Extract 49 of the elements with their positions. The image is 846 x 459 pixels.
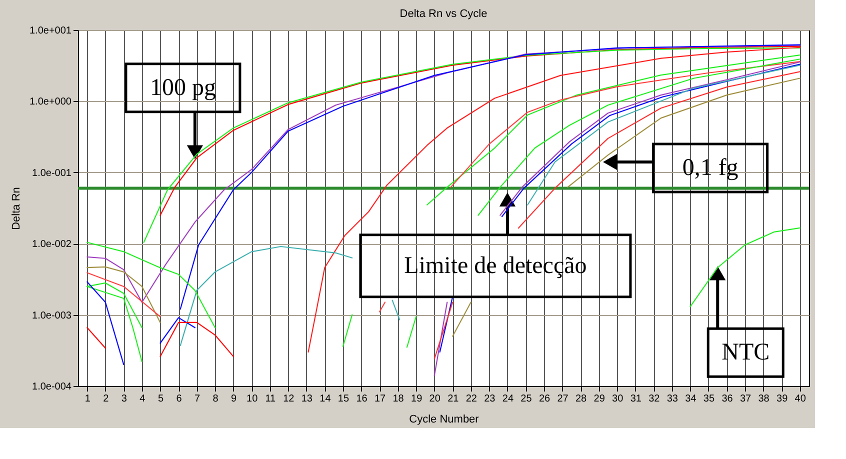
x-tick-label: 28 [576,394,588,404]
x-tick-label: 35 [703,394,715,404]
x-tick-label: 18 [392,394,404,404]
x-tick-label: 9 [231,394,238,404]
x-tick-label: 13 [301,394,313,404]
x-tick-label: 39 [776,394,788,404]
x-tick-label: 4 [140,394,146,404]
x-tick-label: 27 [557,394,569,404]
x-tick-label: 37 [740,394,752,404]
x-tick-label: 1 [84,394,91,404]
y-tick-label: 1.0e-001 [32,168,72,179]
x-tick-label: 21 [448,394,460,404]
x-tick-label: 8 [212,394,219,404]
x-tick-label: 34 [685,394,697,404]
y-tick-label: 1.0e-002 [32,239,72,250]
x-tick-label: 38 [758,394,770,404]
x-tick-label: 31 [630,394,642,404]
x-tick-label: 10 [246,394,258,404]
x-tick-label: 15 [338,394,350,404]
x-tick-label: 7 [194,394,201,404]
x-tick-label: 33 [666,394,678,404]
x-tick-label: 26 [538,394,551,404]
x-tick-label: 14 [320,394,332,404]
x-tick-label: 12 [283,394,295,404]
x-tick-label: 24 [502,394,514,404]
x-tick-label: 19 [411,394,423,404]
x-tick-label: 29 [594,394,606,404]
y-tick-label: 1.0e+000 [30,96,72,108]
x-axis-title: Cycle Number [409,414,480,426]
x-tick-label: 40 [794,394,806,404]
x-tick-label: 2 [103,394,110,404]
x-tick-label: 25 [520,394,532,404]
x-tick-label: 5 [158,394,164,404]
x-tick-label: 30 [612,394,624,404]
y-tick-label: 1.0e+001 [30,26,72,36]
y-tick-label: 1.0e-003 [32,310,72,322]
x-tick-label: 17 [374,394,386,404]
x-tick-label: 20 [429,394,441,404]
chart-title: Delta Rn vs Cycle [400,8,488,20]
y-tick-label: 1.0e-004 [32,382,72,392]
x-tick-label: 36 [722,394,734,404]
x-tick-label: 6 [176,394,182,404]
x-tick-label: 16 [356,394,368,404]
y-axis-title: Delta Rn [10,187,23,230]
x-tick-label: 23 [484,394,496,404]
x-tick-label: 32 [648,394,660,404]
x-tick-label: 3 [121,394,128,404]
x-tick-label: 22 [466,394,478,404]
x-tick-label: 11 [265,394,276,404]
